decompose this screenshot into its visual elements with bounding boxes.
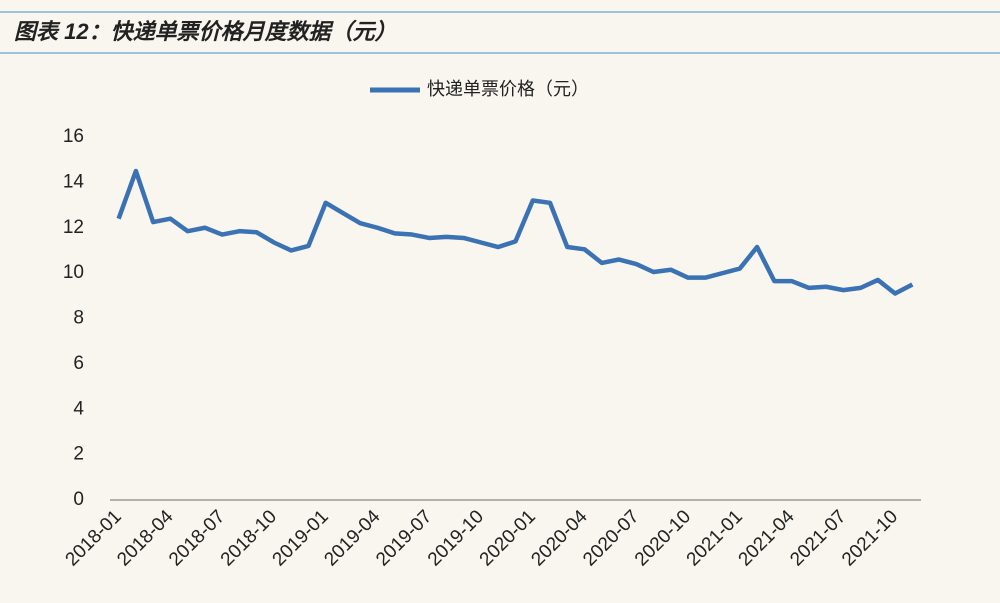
data-line xyxy=(116,168,914,296)
x-tick-label: 2021-01 xyxy=(683,506,747,570)
y-tick-label: 16 xyxy=(63,126,84,147)
y-tick-label: 0 xyxy=(73,489,84,510)
x-tick-label: 2019-07 xyxy=(372,506,436,570)
x-tick-label: 2018-01 xyxy=(62,506,126,570)
legend-label: 快递单票价格（元） xyxy=(427,79,589,99)
x-tick-label: 2021-10 xyxy=(838,506,902,570)
x-tick-label: 2018-10 xyxy=(217,506,281,570)
y-tick-label: 6 xyxy=(73,353,84,374)
y-tick-label: 4 xyxy=(73,398,84,419)
y-tick-label: 12 xyxy=(63,217,84,238)
y-tick-label: 14 xyxy=(63,171,85,192)
x-tick-label: 2020-10 xyxy=(631,506,695,570)
x-tick-label: 2019-01 xyxy=(269,506,333,570)
x-tick-label: 2018-04 xyxy=(113,506,177,570)
x-tick-label: 2018-07 xyxy=(165,506,229,570)
x-tick-label: 2021-04 xyxy=(735,506,799,570)
y-tick-label: 2 xyxy=(73,444,84,465)
x-tick-label: 2019-10 xyxy=(424,506,488,570)
x-tick-label: 2021-07 xyxy=(786,506,850,570)
chart-title: 图表 12：快递单票价格月度数据（元） xyxy=(14,19,397,44)
y-tick-label: 10 xyxy=(63,262,84,283)
y-tick-label: 8 xyxy=(73,308,84,329)
x-tick-label: 2019-04 xyxy=(320,506,384,570)
x-tick-label: 2020-07 xyxy=(579,506,643,570)
x-tick-label: 2020-01 xyxy=(476,506,540,570)
x-tick-label: 2020-04 xyxy=(527,506,591,570)
